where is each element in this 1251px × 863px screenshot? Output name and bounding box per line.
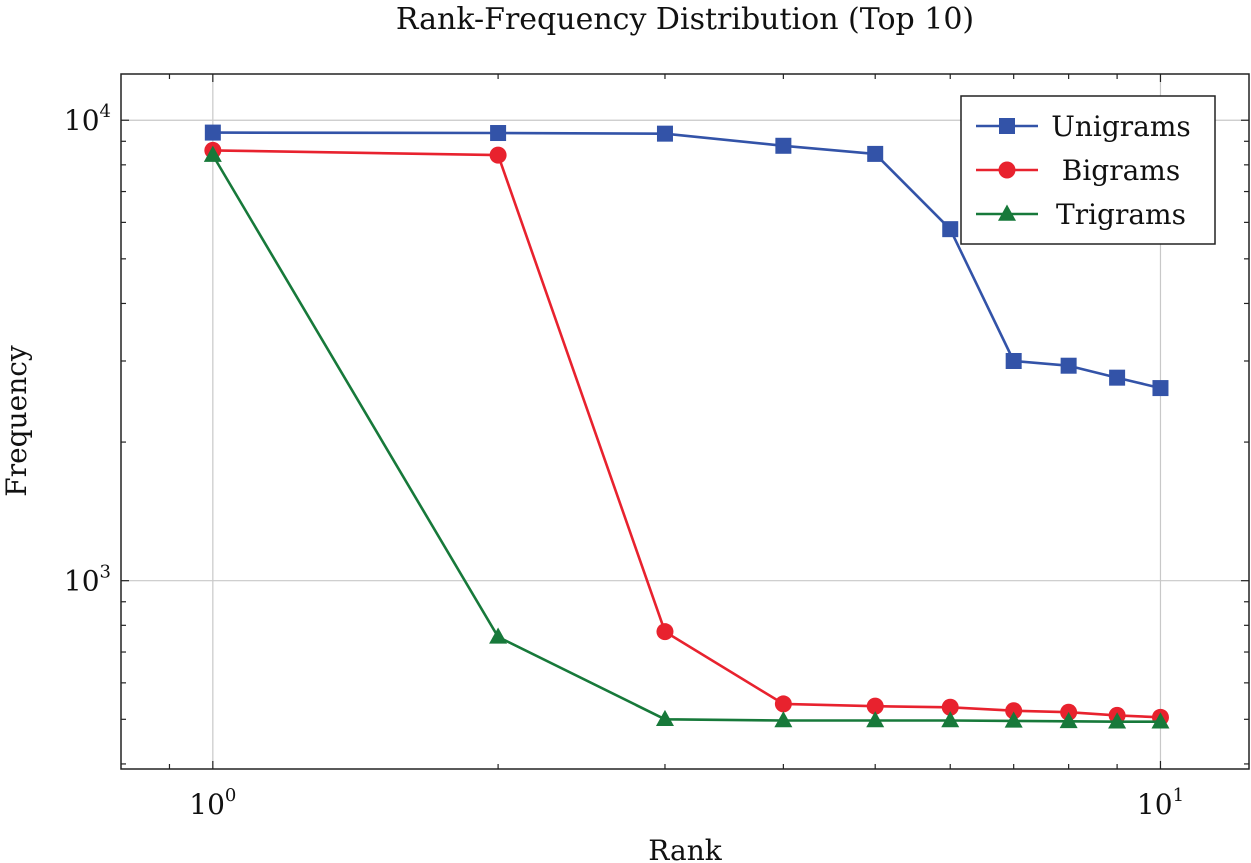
unigrams-point (1005, 352, 1022, 369)
legend: Unigrams Bigrams Trigrams (960, 95, 1216, 245)
trigrams-point (203, 145, 222, 162)
chart-title: Rank-Frequency Distribution (Top 10) (396, 2, 974, 37)
legend-label-trigrams: Trigrams (1056, 198, 1186, 231)
trigrams-point (774, 711, 793, 728)
bigrams-point (941, 698, 959, 716)
unigrams-point (867, 145, 884, 162)
y-axis-label: Frequency (0, 345, 33, 497)
unigrams-point (1060, 357, 1077, 374)
x-tick-label: 100 (189, 785, 236, 821)
bigrams-point (1005, 702, 1023, 720)
unigrams-line (212, 131, 1161, 390)
legend-marker-trigrams (998, 204, 1016, 221)
trigrams-line (211, 154, 1161, 724)
unigrams-point (490, 125, 507, 142)
unigrams-point (204, 124, 221, 141)
x-tick-label: 101 (1137, 785, 1184, 821)
unigrams-point (1152, 380, 1169, 397)
trigrams-point (1059, 711, 1078, 729)
unigrams-point (1109, 369, 1126, 386)
series-unigrams (204, 124, 1169, 397)
bigrams-point (774, 695, 792, 713)
plot-frame (120, 73, 1250, 770)
series-trigrams (203, 145, 1170, 729)
axis-ticks (121, 74, 1249, 769)
y-tick-label: 104 (64, 101, 111, 137)
bigrams-point (866, 697, 884, 715)
axis-tick-labels: 100 101 103 104 (64, 101, 1184, 821)
plot-series (203, 124, 1170, 729)
legend-label-bigrams: Bigrams (1062, 154, 1180, 187)
trigrams-point (1151, 712, 1170, 729)
unigrams-point (775, 137, 792, 154)
legend-marker-bigrams (998, 161, 1016, 179)
y-tick-label: 103 (64, 562, 111, 598)
legend-label-unigrams: Unigrams (1051, 110, 1191, 143)
trigrams-point (1004, 711, 1023, 728)
unigrams-point (656, 125, 673, 142)
bigrams-point (656, 623, 674, 641)
legend-marker-unigrams (999, 118, 1015, 134)
trigrams-point (655, 709, 674, 727)
x-axis-label: Rank (648, 834, 722, 863)
trigrams-point (489, 627, 508, 644)
bigrams-line (212, 149, 1161, 719)
unigrams-point (942, 221, 959, 238)
trigrams-point (866, 711, 885, 728)
bigrams-point (489, 146, 507, 164)
trigrams-point (1108, 712, 1127, 729)
trigrams-point (941, 711, 960, 728)
